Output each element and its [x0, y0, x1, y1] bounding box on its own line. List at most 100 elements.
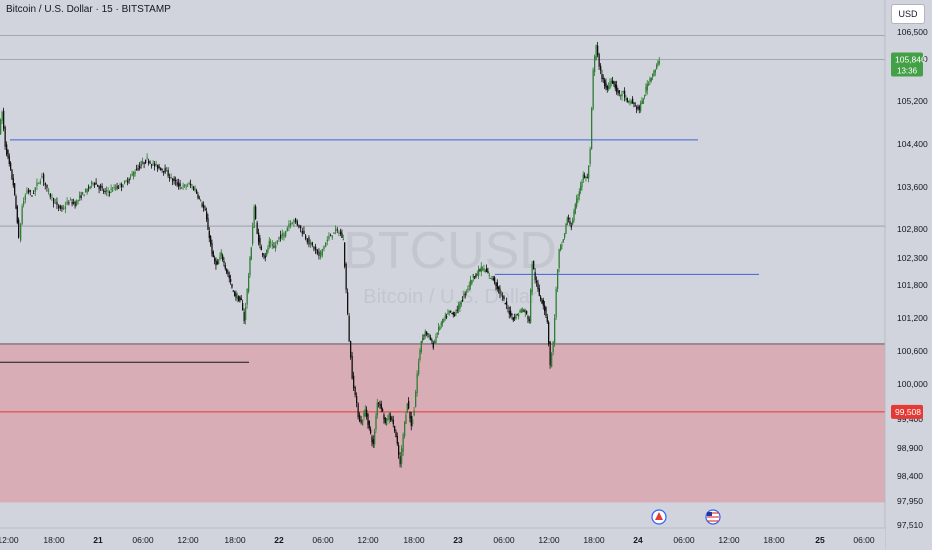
- candle: [161, 168, 163, 173]
- candle-body: [464, 293, 466, 295]
- candle-body: [323, 246, 325, 250]
- candle: [167, 167, 169, 179]
- candle-body: [303, 230, 305, 235]
- candle: [518, 312, 520, 320]
- candle: [452, 311, 454, 318]
- candle: [323, 245, 325, 252]
- candle: [360, 416, 362, 425]
- candle-body: [29, 190, 31, 192]
- candle: [448, 310, 450, 316]
- candle-body: [242, 303, 244, 311]
- candle-body: [63, 208, 65, 210]
- candle: [206, 207, 208, 222]
- candle: [541, 298, 543, 305]
- candle: [498, 286, 500, 294]
- candle-body: [446, 316, 448, 318]
- candle: [503, 294, 505, 302]
- us-flag-event-icon[interactable]: [705, 509, 721, 525]
- candle-body: [118, 187, 120, 189]
- candle: [157, 164, 159, 172]
- candle: [164, 164, 166, 175]
- candle: [507, 304, 509, 313]
- price-tick: 100,600: [897, 346, 928, 356]
- candle: [439, 325, 441, 331]
- candle-body: [227, 271, 229, 275]
- candle: [80, 191, 82, 201]
- candle: [428, 333, 430, 340]
- calendar-event-icon[interactable]: [651, 509, 667, 525]
- candle: [271, 240, 273, 250]
- candle-body: [82, 192, 84, 195]
- candle-body: [387, 418, 389, 420]
- price-tick: 102,800: [897, 224, 928, 234]
- candle-body: [248, 275, 250, 292]
- candle: [23, 197, 25, 208]
- price-tick: 101,800: [897, 280, 928, 290]
- candle-body: [258, 232, 260, 243]
- candle: [605, 78, 607, 91]
- watermark-name: Bitcoin / U.S. Dollar: [363, 286, 537, 308]
- candle: [371, 434, 373, 447]
- candle: [574, 202, 576, 215]
- candle-body: [24, 195, 26, 201]
- candle-body: [4, 127, 6, 147]
- candle: [444, 312, 446, 321]
- candle-body: [216, 261, 218, 265]
- candle-body: [122, 186, 124, 188]
- candle-body: [10, 162, 12, 170]
- level-price-badge: [891, 404, 923, 419]
- candle: [56, 197, 58, 210]
- candle: [295, 217, 297, 224]
- candle: [431, 338, 433, 344]
- candle-body: [510, 310, 512, 316]
- candle-body: [305, 235, 307, 239]
- candle-body: [456, 309, 458, 312]
- candle-body: [609, 82, 611, 89]
- candle: [211, 239, 213, 257]
- candle-body: [494, 277, 496, 283]
- candle-body: [419, 350, 421, 360]
- candle: [490, 277, 492, 279]
- candle: [110, 184, 112, 194]
- price-tick: 106,500: [897, 27, 928, 37]
- candle-body: [569, 221, 571, 225]
- candle: [552, 340, 554, 356]
- candle-body: [152, 163, 154, 165]
- candle-body: [642, 99, 644, 104]
- candle-body: [113, 187, 115, 189]
- candle: [378, 402, 380, 408]
- candle: [160, 167, 162, 171]
- candle: [395, 429, 397, 438]
- candle-body: [340, 231, 342, 234]
- candle-body: [249, 257, 251, 276]
- candle-body: [193, 186, 195, 191]
- candle-body: [353, 375, 355, 389]
- candle-body: [98, 186, 100, 190]
- candle: [401, 445, 403, 468]
- candle-body: [148, 160, 150, 164]
- currency-button[interactable]: USD: [891, 4, 925, 24]
- candle: [88, 184, 90, 192]
- candle-body: [379, 404, 381, 406]
- candle-body: [318, 251, 320, 256]
- candle: [20, 222, 22, 243]
- candle-body: [161, 169, 163, 171]
- candle-body: [548, 322, 550, 345]
- candle-body: [479, 269, 481, 271]
- candle-body: [218, 260, 220, 265]
- candle-body: [253, 206, 255, 228]
- candle: [386, 417, 388, 426]
- candle-body: [76, 200, 78, 206]
- candle: [148, 158, 150, 166]
- candle-body: [491, 276, 493, 278]
- candle-body: [326, 239, 328, 242]
- candle: [468, 281, 470, 292]
- candle-body: [212, 251, 214, 258]
- candle: [10, 161, 12, 171]
- candle: [519, 309, 521, 314]
- candle: [191, 184, 193, 190]
- candle: [136, 164, 138, 171]
- candle-body: [155, 163, 157, 165]
- candle-body: [636, 107, 638, 110]
